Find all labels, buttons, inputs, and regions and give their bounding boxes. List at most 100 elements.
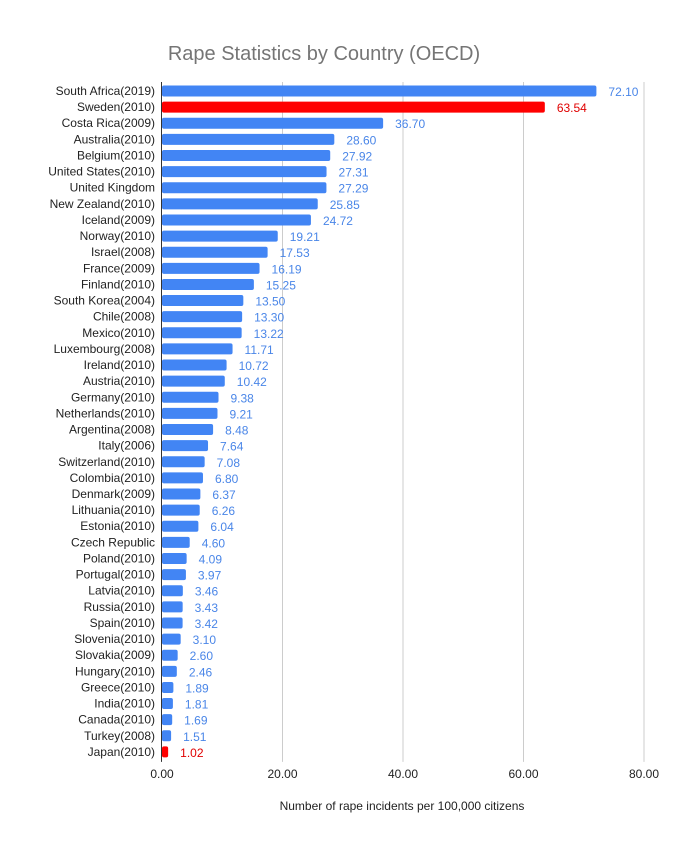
data-label: 2.46 (189, 665, 213, 679)
data-label: 6.04 (210, 520, 234, 534)
chart-title: Rape Statistics by Country (OECD) (168, 43, 480, 65)
data-label: 4.09 (199, 552, 223, 566)
category-label: Canada(2010) (78, 713, 155, 727)
data-label: 9.21 (229, 407, 253, 421)
bar (162, 182, 327, 194)
bar (162, 359, 227, 371)
category-label: Germany(2010) (71, 390, 155, 404)
data-label: 3.43 (195, 601, 219, 615)
data-label: 1.89 (185, 681, 209, 695)
bar (162, 311, 243, 323)
bar (162, 552, 187, 564)
category-label: New Zealand(2010) (50, 197, 155, 211)
data-label: 13.50 (255, 295, 285, 309)
category-label: Slovakia(2009) (75, 648, 155, 662)
data-label: 36.70 (395, 117, 425, 131)
x-tick-label: 80.00 (629, 767, 659, 781)
data-label: 27.92 (342, 149, 372, 163)
data-label: 24.72 (323, 214, 353, 228)
bar (162, 746, 169, 758)
bar (162, 698, 173, 710)
category-label: Belgium(2010) (77, 148, 155, 162)
category-label: Greece(2010) (81, 680, 155, 694)
data-label: 8.48 (225, 424, 249, 438)
bar (162, 569, 186, 581)
bar (162, 536, 190, 548)
bar (162, 198, 318, 210)
data-label: 3.46 (195, 585, 219, 599)
bar (162, 149, 331, 161)
bar (162, 714, 173, 726)
category-label: Netherlands(2010) (56, 406, 155, 420)
data-label: 2.60 (190, 649, 214, 663)
data-label: 1.51 (183, 730, 207, 744)
data-label: 11.71 (245, 343, 274, 357)
category-label: Estonia(2010) (80, 519, 155, 533)
bar (162, 101, 545, 113)
x-tick-label: 0.00 (150, 767, 174, 781)
category-label: Poland(2010) (83, 551, 155, 565)
bar (162, 391, 219, 403)
category-label: United Kingdom (70, 181, 155, 195)
bar (162, 585, 183, 597)
category-label: Norway(2010) (80, 229, 155, 243)
data-label: 63.54 (557, 101, 587, 115)
category-label: Slovenia(2010) (74, 632, 155, 646)
data-label: 10.42 (237, 375, 267, 389)
category-label: Italy(2006) (98, 439, 155, 453)
data-label: 19.21 (290, 230, 320, 244)
data-label: 16.19 (272, 262, 302, 276)
bar (162, 375, 225, 387)
category-label: Austria(2010) (83, 374, 155, 388)
x-tick-label: 40.00 (388, 767, 418, 781)
bar (162, 117, 384, 129)
category-label: Luxembourg(2008) (54, 342, 155, 356)
category-label: Portugal(2010) (76, 568, 155, 582)
data-label: 6.26 (212, 504, 236, 518)
category-label: Argentina(2008) (69, 423, 155, 437)
bar (162, 262, 260, 274)
data-label: 7.64 (220, 440, 244, 454)
category-label: Sweden(2010) (77, 100, 155, 114)
bar (162, 424, 214, 436)
bar (162, 407, 218, 419)
data-label: 10.72 (239, 359, 269, 373)
category-label: Lithuania(2010) (72, 503, 155, 517)
bar (162, 665, 177, 677)
category-label: United States(2010) (48, 165, 155, 179)
category-label: Latvia(2010) (88, 584, 155, 598)
x-axis-label: Number of rape incidents per 100,000 cit… (280, 799, 525, 813)
data-label: 9.38 (231, 391, 255, 405)
category-label: Turkey(2008) (84, 729, 155, 743)
data-label: 7.08 (217, 456, 241, 470)
x-tick-label: 60.00 (508, 767, 538, 781)
category-label: Chile(2008) (93, 310, 155, 324)
data-label: 6.37 (212, 488, 236, 502)
category-label: Russia(2010) (84, 600, 155, 614)
data-label: 6.80 (215, 472, 239, 486)
category-label: South Africa(2019) (56, 84, 155, 98)
data-label: 1.81 (185, 698, 209, 712)
data-label: 3.42 (195, 617, 219, 631)
data-label: 1.69 (184, 714, 208, 728)
category-label: Japan(2010) (88, 745, 155, 759)
data-label: 13.30 (254, 311, 284, 325)
bar (162, 730, 172, 742)
bar (162, 601, 183, 613)
data-label: 17.53 (280, 246, 310, 260)
category-label: Colombia(2010) (70, 471, 155, 485)
bar (162, 472, 203, 484)
bar (162, 327, 242, 339)
bar (162, 166, 327, 178)
category-label: Finland(2010) (81, 277, 155, 291)
data-label: 1.02 (180, 746, 204, 760)
category-label: France(2009) (83, 261, 155, 275)
category-label: Mexico(2010) (82, 326, 155, 340)
bar (162, 343, 233, 355)
x-tick-label: 20.00 (267, 767, 297, 781)
data-label: 27.31 (339, 166, 369, 180)
bar (162, 488, 201, 500)
category-label: Spain(2010) (90, 616, 155, 630)
category-label: India(2010) (94, 697, 155, 711)
